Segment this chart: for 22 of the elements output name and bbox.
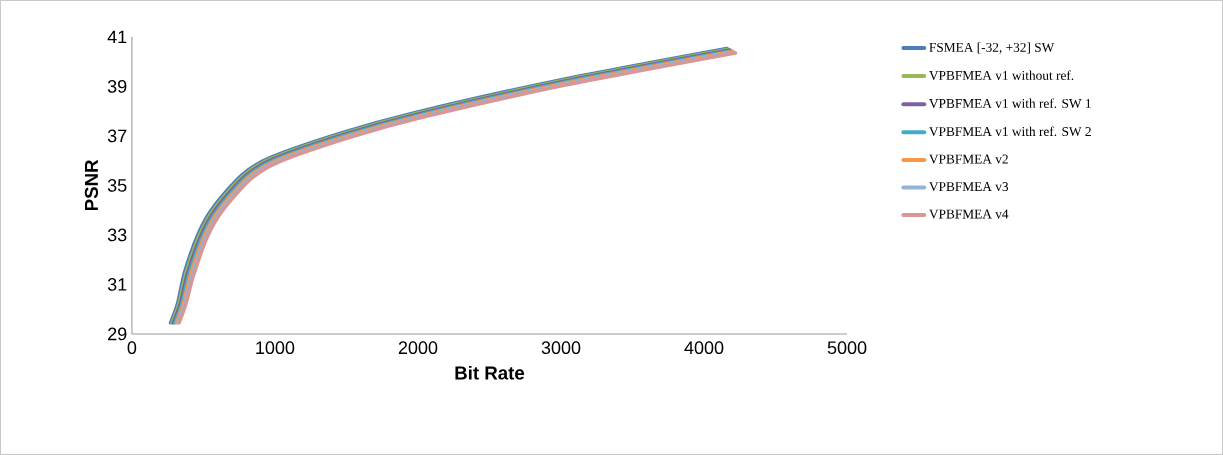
- legend-label: VPBFMEA v1 with ref. SW 1: [929, 98, 1091, 109]
- y-tick-label: 39: [107, 80, 127, 93]
- x-tick-label: 5000: [827, 341, 867, 355]
- y-axis-title: PSNR: [84, 159, 99, 211]
- y-tick-label: 35: [107, 179, 127, 192]
- y-tick-label: 41: [107, 30, 127, 44]
- legend-label: FSMEA [-32, +32] SW: [929, 42, 1055, 54]
- x-axis-title: Bit Rate: [455, 365, 525, 380]
- x-tick-label: 0: [127, 341, 137, 355]
- y-tick-label: 33: [107, 228, 127, 242]
- x-tick-label: 1000: [256, 341, 295, 355]
- legend-label: VPBFMEA v3: [929, 182, 1009, 192]
- legend-label: VPBFMEA v1 with ref. SW 2: [929, 126, 1091, 137]
- y-tick-label: 37: [107, 129, 127, 143]
- legend-label: VPBFMEA v2: [929, 154, 1008, 164]
- x-tick-label: 3000: [541, 341, 581, 355]
- y-tick-label: 29: [108, 327, 127, 341]
- x-tick-label: 2000: [398, 341, 438, 355]
- legend-label: VPBFMEA v4: [929, 209, 1009, 219]
- y-tick-label: 31: [107, 278, 127, 291]
- x-tick-label: 4000: [684, 341, 724, 355]
- legend-label: VPBFMEA v1 without ref.: [929, 70, 1074, 81]
